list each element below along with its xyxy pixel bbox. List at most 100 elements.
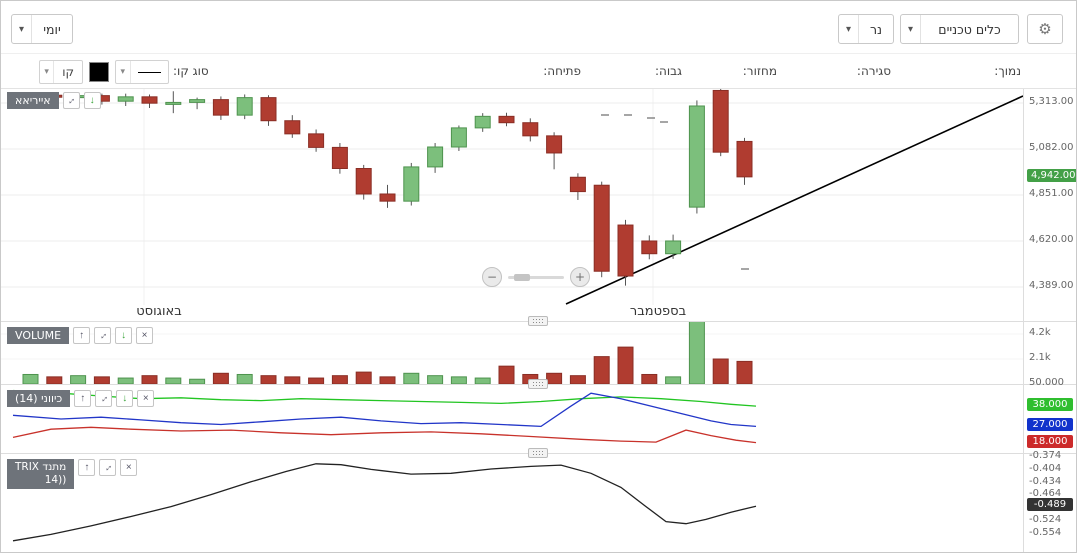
close-icon: ×	[142, 393, 149, 404]
high-label: גבוה:	[654, 64, 682, 78]
close-icon: ×	[125, 462, 132, 473]
grip-dots-icon	[532, 450, 544, 456]
trix-panel-header: מתנד TRIX ((14 ↑ ↔ ×	[7, 459, 138, 490]
dmi-indicator-canvas[interactable]	[1, 385, 1023, 453]
move-panel-down-button[interactable]: ↓	[115, 327, 133, 344]
line-style-sample	[137, 71, 161, 73]
arrow-up-icon: ↑	[79, 330, 85, 341]
chart-type-select-value: נר	[869, 21, 883, 37]
panel-splitter-handle[interactable]	[528, 379, 548, 389]
panel-splitter-handle[interactable]	[528, 316, 548, 326]
move-panel-up-button[interactable]: ↑	[78, 459, 96, 476]
axis-tick-label: -0.554	[1029, 526, 1062, 538]
arrow-up-icon: ↑	[80, 393, 86, 404]
zoom-slider-track[interactable]	[508, 273, 564, 281]
axis-tick-label: -0.434	[1029, 475, 1062, 487]
expand-icon: ↔	[96, 391, 112, 406]
expand-panel-button[interactable]: ↔	[62, 92, 80, 109]
axis-tick-label: 4,389.00	[1029, 279, 1074, 291]
trix-panel-label-line2: ((14	[44, 474, 67, 487]
axis-value-badge: -0.489	[1027, 498, 1073, 512]
settings-button[interactable]: ⚙	[1027, 14, 1063, 44]
chevron-down-icon: ▾	[116, 61, 131, 83]
low-label: נמוך:	[994, 64, 1021, 78]
price-axis-divider	[1023, 89, 1024, 552]
line-type-label: סוג קו:	[173, 64, 209, 78]
ohlc-info-bar: נמוך: סגירה: מחזור: גבוה: פתיחה: ▾ קו ▾ …	[1, 53, 1076, 89]
dmi-panel-label: כיווני (14)	[7, 390, 71, 407]
axis-tick-label: 4,851.00	[1029, 187, 1074, 199]
axis-tick-label: 4,620.00	[1029, 233, 1074, 245]
move-panel-down-button[interactable]: ↓	[116, 390, 134, 407]
axis-tick-label: -0.374	[1029, 450, 1062, 461]
move-panel-up-button[interactable]: ↑	[74, 390, 92, 407]
expand-icon: ↔	[63, 93, 79, 108]
trix-panel-label-line1: מתנד TRIX	[15, 461, 67, 473]
line-select-value: קו	[62, 65, 74, 79]
minus-icon: −	[486, 270, 498, 284]
close-panel-button[interactable]: ×	[136, 327, 154, 344]
technical-tools-select[interactable]: ▾ כלים טכניים	[900, 14, 1019, 44]
volume-chart-canvas[interactable]	[1, 322, 1023, 384]
chevron-down-icon: ▾	[901, 15, 921, 43]
gear-icon: ⚙	[1038, 20, 1052, 38]
move-panel-up-button[interactable]: ↑	[73, 327, 91, 344]
axis-value-badge: 18.000	[1027, 434, 1073, 448]
trix-indicator-canvas[interactable]	[1, 454, 1023, 552]
axis-tick-label: -0.464	[1029, 488, 1062, 500]
arrow-down-icon: ↓	[121, 330, 127, 341]
panel-splitter-handle[interactable]	[528, 448, 548, 458]
arrow-down-icon: ↓	[89, 95, 95, 106]
axis-value-badge: 27.000	[1027, 418, 1073, 432]
line-style-select[interactable]: ▾	[115, 60, 169, 84]
expand-panel-button[interactable]: ↔	[94, 327, 112, 344]
grip-dots-icon	[532, 318, 544, 324]
plus-icon: +	[574, 270, 586, 284]
axis-tick-label: -0.404	[1029, 462, 1062, 474]
axis-value-badge: 4,942.00	[1027, 168, 1076, 182]
arrow-down-icon: ↓	[122, 393, 128, 404]
chevron-down-icon: ▾	[12, 15, 32, 43]
x-axis-month-label: בספטמבר	[629, 304, 687, 319]
zoom-slider-handle[interactable]	[514, 273, 530, 281]
price-chart-canvas[interactable]	[1, 89, 1023, 321]
line-color-swatch[interactable]	[89, 62, 109, 82]
chevron-down-icon: ▾	[839, 15, 859, 43]
axis-value-badge: 38.000	[1027, 398, 1073, 412]
arrow-up-icon: ↑	[84, 462, 90, 473]
close-panel-button[interactable]: ×	[120, 459, 138, 476]
period-select-value: יומי	[43, 21, 61, 37]
zoom-out-button[interactable]: −	[482, 267, 502, 287]
line-select[interactable]: ▾ קו	[39, 60, 83, 84]
axis-tick-label: 5,313.00	[1029, 96, 1074, 107]
dmi-panel-header: כיווני (14) ↑ ↔ ↓ ×	[7, 390, 155, 407]
open-label: פתיחה:	[543, 64, 581, 78]
axis-tick-label: -0.524	[1029, 514, 1062, 526]
zoom-control: − +	[482, 267, 590, 287]
x-axis-month-label: באוגוסט	[136, 304, 182, 319]
expand-icon: ↔	[95, 328, 110, 343]
close-icon: ×	[141, 330, 148, 341]
axis-tick-label: 50.000	[1029, 377, 1064, 388]
expand-icon: ↔	[100, 460, 116, 475]
expand-panel-button[interactable]: ↔	[99, 459, 117, 476]
move-panel-down-button[interactable]: ↓	[83, 92, 101, 109]
technical-tools-select-value: כלים טכניים	[938, 21, 1001, 37]
volume-panel-label: VOLUME	[7, 327, 70, 344]
zoom-in-button[interactable]: +	[570, 267, 590, 287]
volume-panel-header: VOLUME ↑ ↔ ↓ ×	[7, 327, 154, 344]
grip-dots-icon	[532, 381, 544, 387]
expand-panel-button[interactable]: ↔	[95, 390, 113, 407]
trix-panel-label: מתנד TRIX ((14	[7, 459, 75, 490]
axis-tick-label: 2.1k	[1029, 352, 1051, 363]
price-panel-header: אייריאא ↔ ↓	[7, 92, 101, 109]
period-select[interactable]: ▾ יומי	[11, 14, 73, 44]
axis-tick-label: 4.2k	[1029, 327, 1051, 339]
axis-tick-label: 5,082.00	[1029, 141, 1074, 153]
symbol-label: אייריאא	[7, 92, 59, 109]
chart-type-select[interactable]: ▾ נר	[838, 14, 894, 44]
chevron-down-icon: ▾	[40, 61, 55, 83]
volume-label: מחזור:	[742, 64, 777, 78]
close-panel-button[interactable]: ×	[137, 390, 155, 407]
